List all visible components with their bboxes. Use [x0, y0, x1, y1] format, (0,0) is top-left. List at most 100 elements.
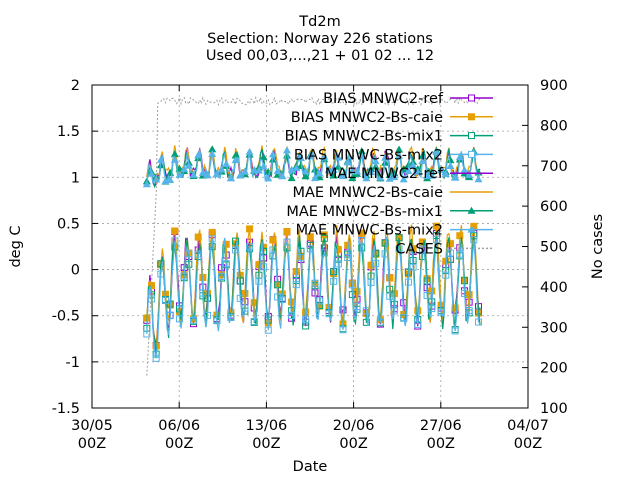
series-point [395, 151, 404, 159]
series-point [414, 320, 422, 328]
series-point [255, 277, 263, 285]
legend-label: BIAS MNWC-Bs-mix2 [294, 147, 443, 163]
axis-ticks: -1.5 -1 -0.5 0 0.5 1 1.5 2 100 200 300 400 500 600 700… [52, 78, 568, 452]
series-point [357, 147, 366, 155]
series-point [246, 225, 254, 233]
legend-label: BIAS MNWC2-Bs-caie [291, 110, 443, 126]
series-point [166, 312, 174, 320]
series-point [311, 279, 319, 287]
x-tick-label-hour: 00Z [427, 436, 455, 452]
series-point [456, 232, 464, 240]
series-point [227, 313, 235, 321]
series-point [460, 289, 468, 297]
series-point [376, 173, 385, 181]
series-point [409, 161, 418, 169]
series-point [343, 158, 352, 166]
series-point [418, 238, 426, 246]
series-point [161, 296, 169, 304]
series-point [404, 278, 412, 286]
series-point [353, 167, 362, 175]
legend-entry-0: BIAS MNWC2-ref [323, 91, 493, 107]
series-point [264, 326, 272, 334]
legend-entry-6: MAE MNWC2-Bs-mix1 [286, 204, 493, 220]
legend-entry-7: MAE MNWC-Bs-mix2 [296, 223, 493, 239]
series-point [399, 175, 408, 183]
legend-label: BIAS MNWC2-Bs-mix1 [285, 129, 443, 145]
series-point [171, 237, 179, 245]
series-point [320, 249, 328, 257]
series-point [292, 164, 301, 172]
series-point [176, 315, 184, 323]
series-point [362, 307, 370, 315]
series-point [198, 168, 207, 176]
series-point [381, 153, 390, 161]
legend-marker [467, 206, 476, 214]
x-tick-label-hour: 00Z [339, 436, 367, 452]
legend-label: BIAS MNWC2-ref [323, 91, 444, 107]
series-point [287, 174, 296, 182]
series-point [395, 245, 403, 253]
series-point [147, 169, 156, 177]
series-point [362, 174, 371, 182]
title-line-0: Td2m [298, 14, 340, 30]
series-point [240, 167, 249, 175]
title-line-1: Selection: Norway 226 stations [207, 31, 433, 47]
series-point [334, 260, 342, 268]
legend-entry-8: CASES [395, 241, 493, 257]
y2-tick-label: 900 [540, 78, 568, 94]
legend-label: MAE MNWC2-Bs-caie [292, 185, 443, 201]
series-point [152, 354, 160, 362]
series-point [310, 174, 319, 182]
series-point [302, 316, 310, 324]
series-point [156, 155, 165, 163]
series-point [446, 249, 454, 257]
series-point [442, 271, 450, 279]
series-point [320, 234, 328, 242]
series-point [236, 277, 244, 285]
series-point [362, 318, 370, 326]
series-point [250, 299, 258, 307]
y-axis-label: deg C [8, 225, 24, 267]
series-point [371, 157, 380, 165]
series-point [339, 306, 347, 314]
series-point [423, 291, 431, 299]
series-point [226, 174, 235, 182]
y2-tick-label: 800 [540, 118, 568, 134]
x-tick-label-hour: 00Z [252, 436, 280, 452]
x-tick-label: 13/06 [246, 418, 288, 434]
series-point [189, 170, 198, 178]
series-point [455, 153, 464, 161]
series-point [437, 308, 445, 316]
series-point [208, 235, 216, 243]
series-point [409, 263, 417, 271]
series-point [460, 165, 469, 173]
series-point [208, 228, 216, 236]
series-point [465, 306, 473, 314]
series-point [315, 173, 324, 181]
series-point [259, 153, 268, 161]
legend-entry-1: BIAS MNWC2-Bs-caie [291, 110, 493, 126]
series-point [199, 289, 207, 297]
series-point [339, 326, 347, 334]
series-point [278, 296, 286, 304]
series-point [292, 281, 300, 289]
series-point [474, 175, 483, 183]
series-point [273, 166, 282, 174]
series-point [310, 165, 319, 173]
series-point [325, 310, 333, 318]
series-point [372, 259, 380, 267]
series-point [143, 330, 151, 338]
legend-label: MAE MNWC2-Bs-mix1 [286, 204, 443, 220]
series-point [348, 174, 357, 182]
legend-marker [468, 94, 475, 102]
series-point [367, 278, 375, 286]
legend-entry-4: MAE MNWC2-ref [325, 166, 493, 182]
legend-entry-3: BIAS MNWC-Bs-mix2 [294, 147, 493, 163]
series-point [451, 304, 459, 312]
series-point [264, 168, 273, 176]
legend: BIAS MNWC2-ref BIAS MNWC2-Bs-caie BIAS MNW… [285, 91, 493, 257]
series-point [231, 156, 240, 164]
series-point [400, 314, 408, 322]
